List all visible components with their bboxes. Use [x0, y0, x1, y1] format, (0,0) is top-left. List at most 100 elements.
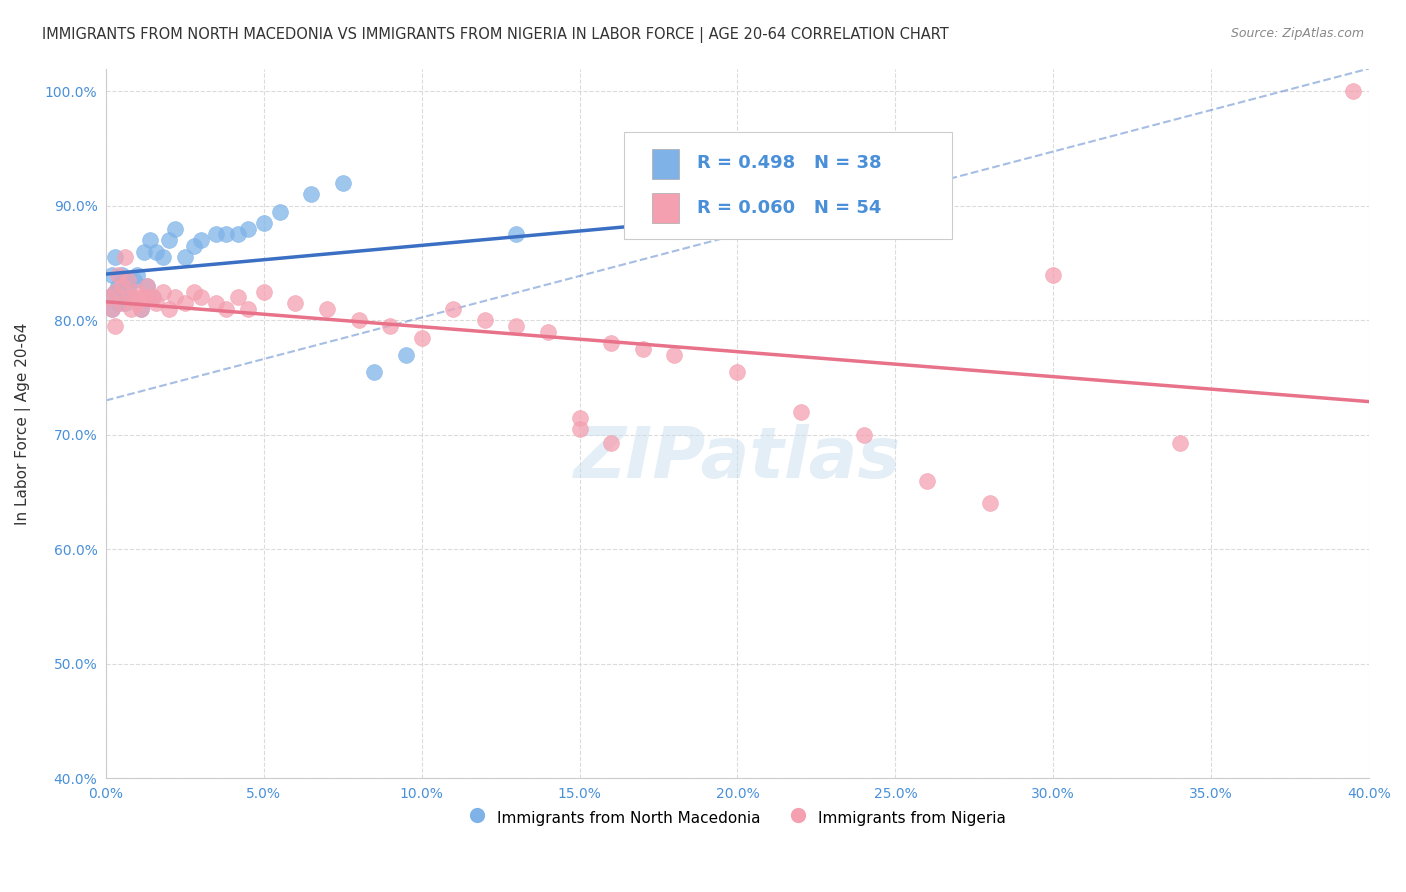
Point	[132, 244, 155, 259]
Point	[157, 233, 180, 247]
Point	[111, 268, 134, 282]
Text: R = 0.498   N = 38: R = 0.498 N = 38	[697, 154, 882, 172]
Point	[474, 313, 496, 327]
Point	[122, 290, 145, 304]
Point	[107, 279, 129, 293]
Point	[114, 251, 136, 265]
Point	[142, 290, 165, 304]
Point	[117, 279, 139, 293]
Point	[600, 435, 623, 450]
Point	[98, 290, 121, 304]
Point	[104, 285, 127, 299]
Point	[253, 216, 276, 230]
Point	[183, 239, 205, 253]
Point	[537, 325, 560, 339]
Point	[107, 268, 129, 282]
Point	[173, 296, 195, 310]
Point	[332, 176, 354, 190]
Point	[152, 251, 174, 265]
Point	[114, 296, 136, 310]
Point	[122, 273, 145, 287]
Point	[600, 336, 623, 351]
Point	[215, 227, 238, 242]
Point	[104, 319, 127, 334]
Point	[145, 296, 167, 310]
Point	[395, 348, 418, 362]
Point	[190, 233, 212, 247]
Bar	[651, 194, 679, 223]
Point	[228, 290, 250, 304]
Point	[135, 279, 157, 293]
Point	[789, 405, 811, 419]
Point	[631, 342, 654, 356]
Point	[157, 301, 180, 316]
Point	[101, 268, 124, 282]
Point	[111, 290, 134, 304]
Point	[253, 285, 276, 299]
Point	[269, 204, 291, 219]
Point	[411, 330, 433, 344]
Point	[152, 285, 174, 299]
Point	[236, 221, 259, 235]
Point	[205, 227, 228, 242]
Point	[127, 296, 149, 310]
Text: ZIPatlas: ZIPatlas	[574, 425, 901, 493]
Point	[135, 279, 157, 293]
Point	[104, 251, 127, 265]
Point	[120, 301, 142, 316]
Point	[139, 233, 162, 247]
Point	[132, 290, 155, 304]
Point	[165, 290, 187, 304]
Point	[129, 301, 152, 316]
Point	[145, 244, 167, 259]
Y-axis label: In Labor Force | Age 20-64: In Labor Force | Age 20-64	[15, 322, 31, 524]
Point	[236, 301, 259, 316]
Point	[117, 290, 139, 304]
Point	[117, 273, 139, 287]
Point	[120, 290, 142, 304]
Point	[568, 422, 591, 436]
Point	[190, 290, 212, 304]
Point	[1042, 268, 1064, 282]
Point	[852, 427, 875, 442]
Point	[127, 268, 149, 282]
Legend: Immigrants from North Macedonia, Immigrants from Nigeria: Immigrants from North Macedonia, Immigra…	[461, 800, 1014, 834]
Point	[139, 290, 162, 304]
Text: IMMIGRANTS FROM NORTH MACEDONIA VS IMMIGRANTS FROM NIGERIA IN LABOR FORCE | AGE : IMMIGRANTS FROM NORTH MACEDONIA VS IMMIG…	[42, 27, 949, 43]
Point	[915, 474, 938, 488]
FancyBboxPatch shape	[624, 132, 952, 239]
Point	[979, 496, 1001, 510]
Point	[127, 285, 149, 299]
Point	[347, 313, 370, 327]
Point	[228, 227, 250, 242]
Point	[505, 319, 527, 334]
Point	[101, 301, 124, 316]
Point	[111, 296, 134, 310]
Point	[107, 296, 129, 310]
Point	[664, 348, 686, 362]
Point	[114, 273, 136, 287]
Text: Source: ZipAtlas.com: Source: ZipAtlas.com	[1230, 27, 1364, 40]
Text: R = 0.060   N = 54: R = 0.060 N = 54	[697, 199, 882, 218]
Point	[1168, 435, 1191, 450]
Point	[101, 301, 124, 316]
Point	[441, 301, 464, 316]
Point	[316, 301, 339, 316]
Point	[363, 365, 385, 379]
Point	[215, 301, 238, 316]
Point	[378, 319, 401, 334]
Point	[165, 221, 187, 235]
Point	[111, 279, 134, 293]
Point	[299, 187, 322, 202]
Point	[205, 296, 228, 310]
Bar	[651, 149, 679, 178]
Point	[173, 251, 195, 265]
Point	[1343, 84, 1365, 98]
Point	[98, 290, 121, 304]
Point	[142, 290, 165, 304]
Point	[129, 301, 152, 316]
Point	[284, 296, 307, 310]
Point	[505, 227, 527, 242]
Point	[568, 410, 591, 425]
Point	[104, 285, 127, 299]
